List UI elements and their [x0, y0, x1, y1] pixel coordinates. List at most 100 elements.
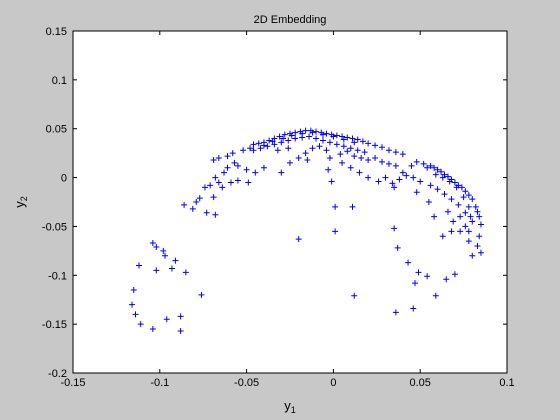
- data-point: [392, 309, 399, 316]
- data-point: [245, 179, 252, 186]
- data-point: [280, 135, 287, 142]
- data-point: [177, 327, 184, 334]
- x-axis-label-base: y: [284, 398, 291, 413]
- data-point: [434, 186, 441, 193]
- data-point: [448, 196, 455, 203]
- data-point: [292, 129, 299, 136]
- y-axis-label-sub: 2: [19, 196, 29, 201]
- data-point: [153, 267, 160, 274]
- data-point: [349, 203, 356, 210]
- axis-ticks: -0.15 -0.1 -0.05 0 0.05 0.1-0.2-0.15-0.1-0.05…: [42, 26, 515, 389]
- data-point: [462, 223, 469, 230]
- data-point: [172, 257, 179, 264]
- data-point: [326, 155, 333, 162]
- data-point: [135, 262, 142, 269]
- data-point: [130, 286, 137, 293]
- data-point: [432, 292, 439, 299]
- data-point: [427, 182, 434, 189]
- data-point: [477, 249, 484, 256]
- data-point: [410, 305, 417, 312]
- data-point: [391, 225, 398, 232]
- data-point: [431, 213, 438, 220]
- data-point: [339, 159, 346, 166]
- data-point: [474, 242, 481, 249]
- data-point: [392, 149, 399, 156]
- data-point: [474, 208, 481, 215]
- data-point: [413, 189, 420, 196]
- y-tick-label: -0.2: [48, 368, 67, 380]
- data-point: [467, 213, 474, 220]
- data-point: [340, 143, 347, 150]
- data-point: [394, 244, 401, 251]
- data-point: [411, 280, 418, 287]
- data-point: [477, 221, 484, 228]
- data-point: [405, 259, 412, 266]
- x-tick-label: 0: [330, 377, 336, 389]
- data-point: [323, 130, 330, 137]
- data-point: [330, 133, 337, 140]
- data-point: [465, 228, 472, 235]
- data-point: [438, 168, 445, 175]
- data-point: [379, 144, 386, 151]
- data-point: [427, 162, 434, 169]
- plot-area: [72, 30, 508, 374]
- y-tick-label: 0.1: [52, 75, 67, 87]
- data-point: [224, 153, 231, 160]
- data-point: [472, 203, 479, 210]
- data-point: [319, 131, 326, 138]
- y-axis-label: y2: [12, 196, 29, 208]
- data-point: [196, 195, 203, 202]
- data-point: [215, 179, 222, 186]
- data-point: [278, 139, 285, 146]
- data-point: [399, 169, 406, 176]
- data-point: [465, 192, 472, 199]
- data-point: [181, 201, 188, 208]
- data-point: [229, 150, 236, 157]
- data-point: [356, 169, 363, 176]
- data-point: [295, 236, 302, 243]
- data-point: [351, 292, 358, 299]
- data-point: [457, 213, 464, 220]
- data-point: [285, 137, 292, 144]
- data-point: [132, 311, 139, 318]
- data-point: [351, 139, 358, 146]
- data-point: [302, 127, 309, 134]
- y-tick-label: -0.1: [48, 270, 67, 282]
- data-point: [441, 191, 448, 198]
- data-point: [379, 158, 386, 165]
- data-point: [333, 132, 340, 139]
- data-point: [465, 203, 472, 210]
- data-point: [332, 228, 339, 235]
- data-point: [198, 291, 205, 298]
- data-point: [177, 313, 184, 320]
- data-point: [451, 271, 458, 278]
- data-point: [260, 164, 267, 171]
- data-point: [207, 182, 214, 189]
- data-point: [332, 203, 339, 210]
- data-point: [276, 133, 283, 140]
- data-point: [415, 269, 422, 276]
- data-point: [221, 169, 228, 176]
- y-tick-label: 0: [61, 173, 67, 185]
- data-point: [347, 145, 354, 152]
- data-point: [365, 156, 372, 163]
- data-point: [309, 145, 316, 152]
- data-point: [255, 140, 262, 147]
- data-point: [203, 209, 210, 216]
- data-point: [149, 240, 156, 247]
- data-point: [278, 169, 285, 176]
- data-point: [309, 129, 316, 136]
- data-point: [354, 147, 361, 154]
- data-point: [408, 162, 415, 169]
- data-point: [424, 164, 431, 171]
- data-point: [344, 148, 351, 155]
- data-point: [215, 155, 222, 162]
- x-axis-label-sub: 1: [291, 405, 296, 415]
- data-point: [287, 159, 293, 166]
- data-point: [460, 194, 467, 201]
- data-point: [340, 136, 347, 143]
- data-point: [476, 233, 483, 240]
- data-point: [168, 265, 175, 272]
- data-point: [266, 137, 273, 144]
- data-point: [247, 145, 254, 152]
